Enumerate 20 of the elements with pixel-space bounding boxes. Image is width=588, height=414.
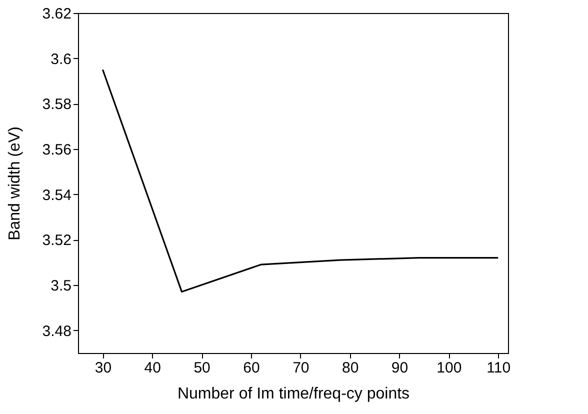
y-axis-title: Band width (eV) (6, 126, 24, 240)
x-tick-label: 60 (243, 360, 260, 376)
x-tick-label: 40 (144, 360, 161, 376)
x-axis-title: Number of Im time/freq-cy points (177, 386, 410, 402)
y-tick-label: 3.5 (50, 278, 72, 294)
x-tick-label: 50 (194, 360, 210, 376)
y-tick-label: 3.62 (42, 6, 72, 22)
y-tick-label: 3.6 (50, 50, 72, 68)
line-series (102, 68, 499, 293)
x-tick-label: 110 (486, 360, 511, 376)
y-tick-label: 3.48 (42, 322, 72, 340)
y-tick-label: 3.54 (42, 186, 72, 204)
x-tick-label: 70 (292, 360, 310, 376)
y-tick-label: 3.56 (42, 142, 72, 158)
x-tick-label: 30 (94, 360, 112, 376)
x-tick-label: 80 (342, 360, 359, 376)
y-tick-label: 3.58 (42, 96, 72, 114)
x-tick-label: 100 (436, 360, 462, 376)
x-tick-label: 90 (391, 360, 408, 376)
y-tick-label: 3.52 (42, 232, 72, 250)
